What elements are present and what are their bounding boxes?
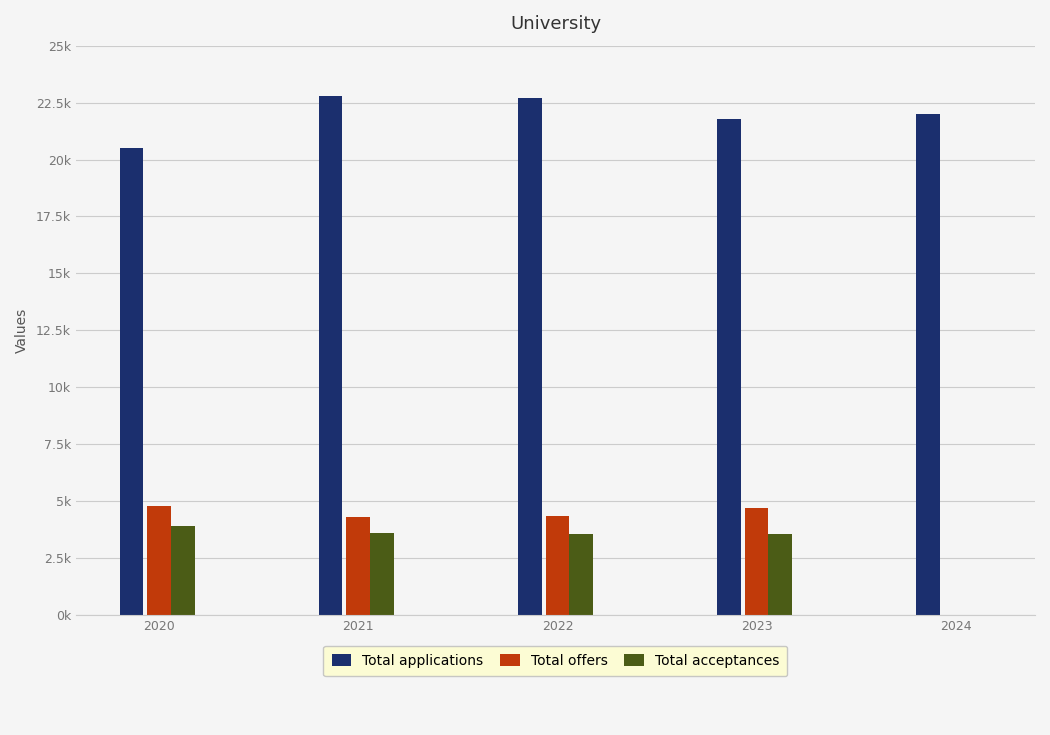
Bar: [744, 508, 769, 615]
Title: University: University: [510, 15, 601, 33]
Bar: [717, 118, 740, 615]
Legend: Total applications, Total offers, Total acceptances: Total applications, Total offers, Total …: [323, 645, 788, 676]
Bar: [171, 526, 195, 615]
Bar: [769, 534, 793, 615]
Bar: [318, 96, 342, 615]
Bar: [518, 98, 542, 615]
Bar: [147, 506, 171, 615]
Bar: [546, 516, 569, 615]
Y-axis label: Values: Values: [15, 308, 29, 353]
Bar: [346, 517, 371, 615]
Bar: [371, 533, 394, 615]
Bar: [569, 534, 593, 615]
Bar: [120, 148, 144, 615]
Bar: [916, 114, 940, 615]
